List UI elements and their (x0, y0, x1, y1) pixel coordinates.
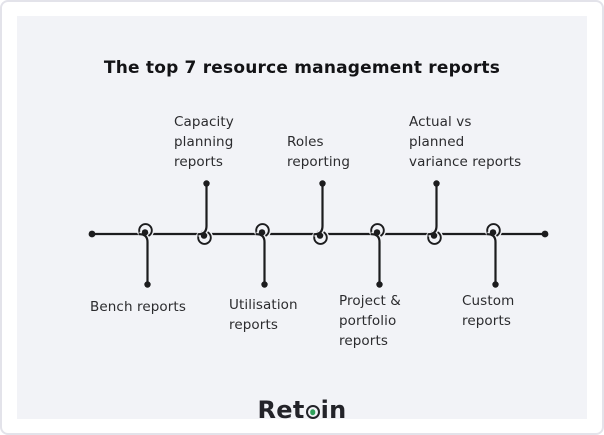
label-utilisation-reports: Utilisation reports (229, 297, 298, 333)
logo-text-post: in (320, 396, 347, 424)
label-project-portfolio-reports: Project & portfolio reports (339, 293, 401, 349)
logo-letter-a-icon (305, 405, 320, 419)
timeline-graphic (88, 180, 549, 288)
label-roles-reporting: Roles reporting (287, 134, 351, 170)
retain-logo: Ret in (17, 396, 587, 424)
diagram-panel: The top 7 resource management reports Be… (17, 16, 587, 424)
label-custom-reports: Custom reports (462, 293, 515, 329)
page-title: The top 7 resource management reports (103, 58, 501, 78)
label-capacity-planning-reports: Capacity planning reports (174, 114, 234, 170)
label-actual-vs-planned-variance-reports: Actual vs planned variance reports (409, 114, 522, 170)
label-bench-reports: Bench reports (90, 299, 186, 315)
logo-green-dot-icon (309, 409, 316, 415)
logo-text-pre: Ret (257, 396, 305, 424)
